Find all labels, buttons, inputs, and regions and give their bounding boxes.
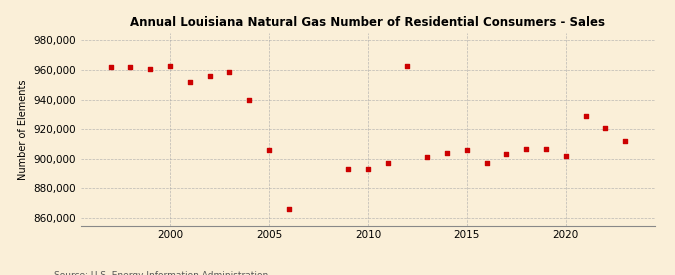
Text: Source: U.S. Energy Information Administration: Source: U.S. Energy Information Administ… (54, 271, 268, 275)
Point (441, 151, 452, 155)
Point (462, 148, 472, 152)
Point (560, 154, 571, 158)
Point (520, 146, 531, 151)
Point (362, 167, 373, 171)
Point (205, 74, 215, 78)
Point (481, 161, 492, 166)
Point (541, 146, 551, 151)
Point (402, 63, 413, 68)
Point (184, 80, 195, 84)
Point (343, 167, 354, 171)
Point (165, 63, 176, 68)
Title: Annual Louisiana Natural Gas Number of Residential Consumers - Sales: Annual Louisiana Natural Gas Number of R… (130, 16, 605, 29)
Point (263, 148, 274, 152)
Point (382, 161, 393, 166)
Point (244, 97, 254, 102)
Point (600, 126, 611, 130)
Point (580, 114, 591, 118)
Point (284, 207, 294, 211)
Point (145, 66, 156, 71)
Point (620, 139, 630, 143)
Point (224, 69, 235, 74)
Point (125, 65, 136, 69)
Point (422, 155, 433, 160)
Y-axis label: Number of Elements: Number of Elements (18, 79, 28, 180)
Point (105, 65, 116, 69)
Point (501, 152, 512, 157)
